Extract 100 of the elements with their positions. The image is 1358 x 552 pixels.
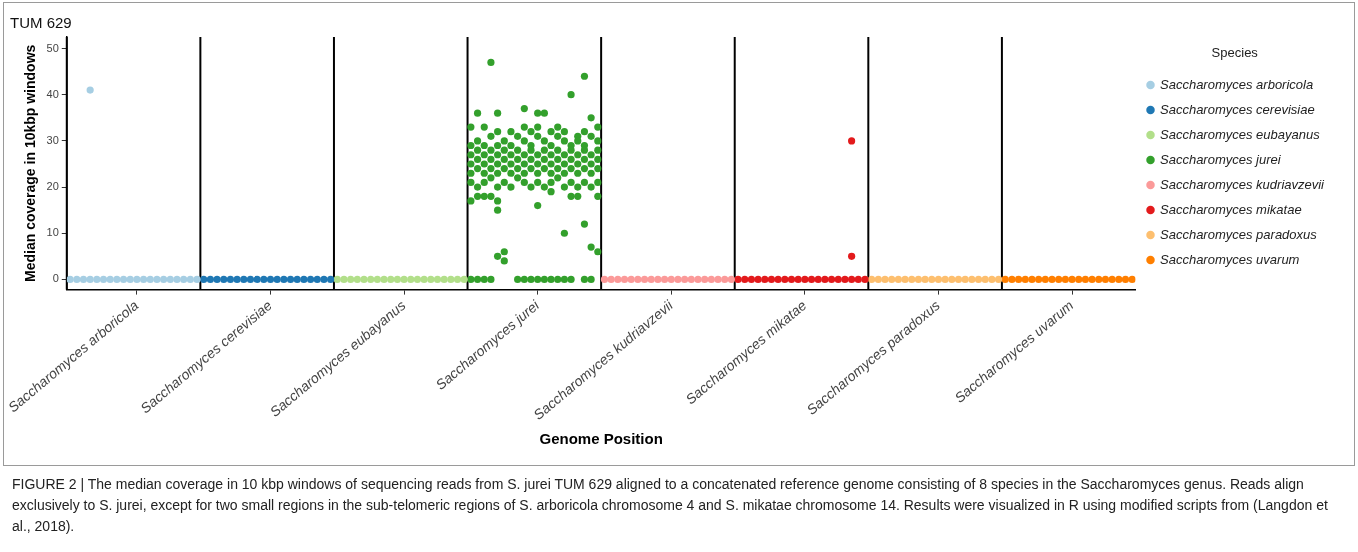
point [467,123,475,131]
point [487,192,495,200]
point [66,275,74,284]
point [514,132,522,140]
point [480,151,488,159]
point [494,109,502,117]
point [560,183,568,191]
point [594,155,602,163]
point [560,128,568,136]
point [160,275,168,284]
point [734,275,742,284]
point [580,275,589,284]
point [1108,275,1116,284]
point [213,275,221,284]
point [293,275,301,284]
point [928,275,936,284]
point [126,275,134,284]
point [594,123,602,131]
point [473,183,482,191]
point [487,174,495,182]
point [554,155,562,163]
point [494,169,502,177]
point [453,275,462,284]
point [994,275,1003,284]
point [507,160,515,168]
point [200,275,208,284]
point [1068,275,1076,284]
point [186,275,194,284]
point [534,151,542,159]
point [560,137,568,145]
point [494,128,502,136]
point [974,275,983,284]
point [206,275,214,284]
point [534,178,542,187]
point [1048,275,1056,284]
point [567,146,575,154]
point [594,178,602,187]
point [220,275,228,284]
point [540,165,548,173]
point [834,275,842,284]
y-tick-label: 0 [52,272,59,285]
point [961,275,969,284]
point [774,275,782,284]
point [473,165,482,173]
point [794,275,802,284]
point [467,197,475,205]
point [540,155,548,163]
point [514,275,522,284]
point [440,275,448,284]
point [908,275,916,284]
point [1035,275,1043,284]
point [153,275,161,284]
point [520,104,528,113]
point [587,169,595,177]
point [173,275,181,284]
point [487,58,495,66]
point [874,275,882,284]
point [848,275,856,284]
point [714,275,722,284]
point [574,160,582,168]
point [547,151,555,159]
point [473,137,482,145]
point [1015,275,1023,284]
point [534,123,542,131]
point [119,275,128,284]
point [574,169,582,177]
point [781,275,789,284]
point [467,141,475,150]
point [554,132,562,140]
point [520,169,528,177]
point [694,275,702,284]
point [567,178,575,187]
point [487,275,495,284]
point [560,275,568,284]
point [500,178,508,187]
point [654,275,662,284]
point [674,275,682,284]
point [988,275,996,284]
point [166,275,174,284]
point [139,275,148,284]
y-axis-title: Median coverage in 10kbp windows [22,44,38,282]
point [413,275,422,284]
point [721,275,729,284]
point [574,151,582,159]
point [587,160,595,168]
point [79,275,88,284]
point [480,169,488,177]
point [527,128,535,136]
point [554,123,562,131]
point [99,275,108,284]
point [587,151,595,159]
point [540,146,548,154]
point [901,275,909,284]
point [761,275,769,284]
point [467,169,475,177]
point [93,275,101,284]
point [433,275,442,284]
point [467,275,475,284]
point [527,275,535,284]
point [914,275,923,284]
